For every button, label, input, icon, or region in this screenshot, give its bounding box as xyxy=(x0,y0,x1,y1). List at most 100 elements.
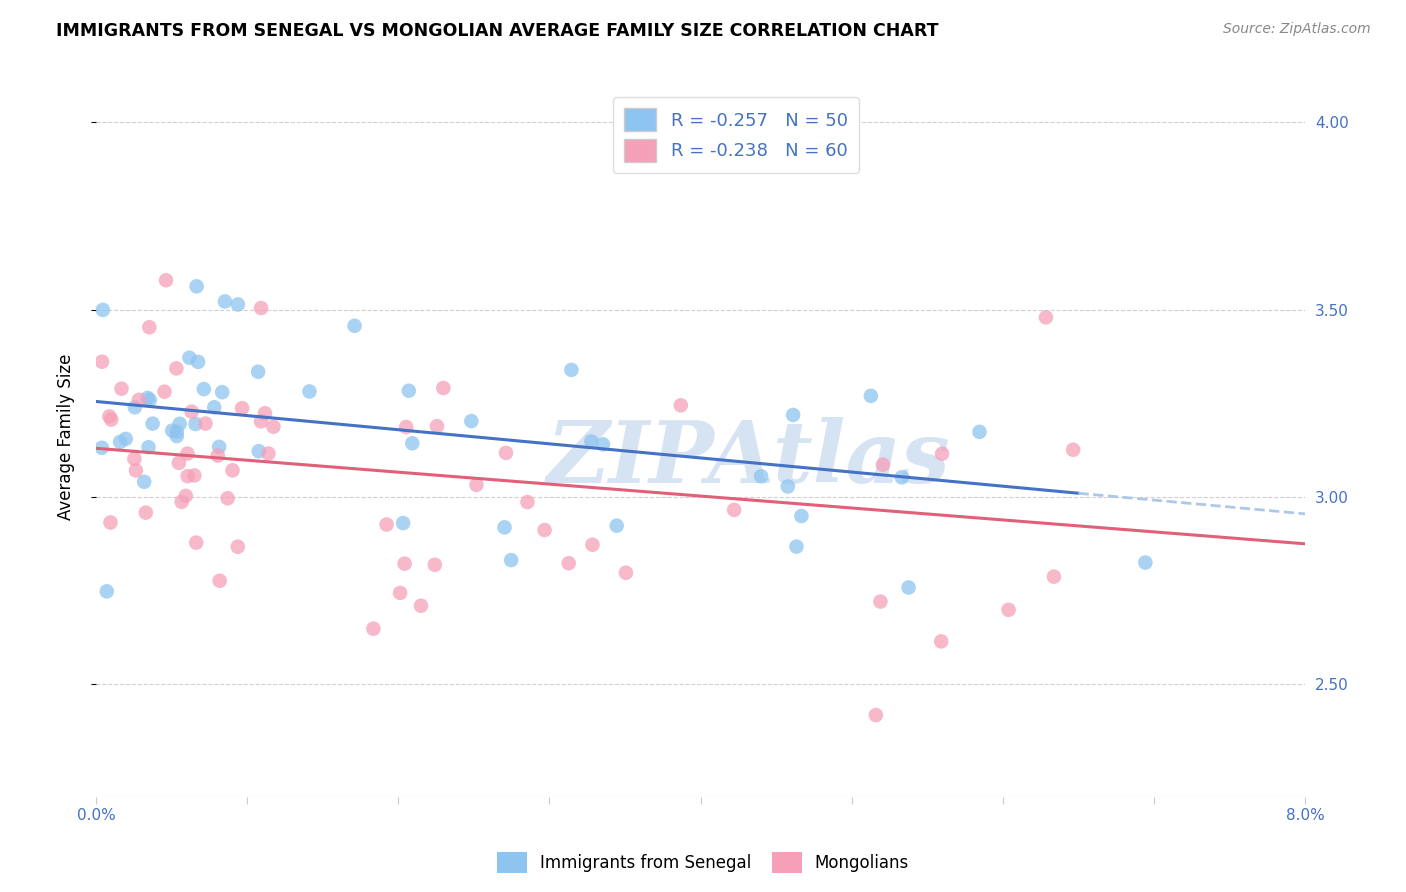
Point xyxy=(557,556,579,570)
Point xyxy=(790,508,813,523)
Point xyxy=(155,273,177,287)
Legend: Immigrants from Senegal, Mongolians: Immigrants from Senegal, Mongolians xyxy=(491,846,915,880)
Point xyxy=(167,456,190,470)
Point xyxy=(785,540,807,554)
Point xyxy=(257,446,280,460)
Point xyxy=(180,404,202,418)
Text: ZIPAtlas: ZIPAtlas xyxy=(547,417,950,500)
Point xyxy=(859,389,882,403)
Point xyxy=(138,320,160,334)
Point xyxy=(897,581,920,595)
Point xyxy=(516,495,538,509)
Point xyxy=(114,432,136,446)
Point xyxy=(592,437,614,451)
Point xyxy=(409,599,432,613)
Point xyxy=(865,708,887,723)
Point xyxy=(183,468,205,483)
Point xyxy=(139,392,162,407)
Point xyxy=(394,557,416,571)
Point xyxy=(997,603,1019,617)
Point xyxy=(869,594,891,608)
Point xyxy=(193,382,215,396)
Point xyxy=(153,384,176,399)
Point xyxy=(207,449,229,463)
Point xyxy=(375,517,398,532)
Point xyxy=(398,384,420,398)
Point xyxy=(782,408,804,422)
Point xyxy=(343,318,366,333)
Point xyxy=(581,434,603,449)
Point xyxy=(872,458,894,472)
Point xyxy=(389,586,412,600)
Point xyxy=(186,535,208,549)
Point xyxy=(929,634,952,648)
Point xyxy=(401,436,423,450)
Point xyxy=(495,446,517,460)
Point xyxy=(426,419,449,434)
Point xyxy=(247,365,270,379)
Point xyxy=(363,622,385,636)
Point xyxy=(494,520,516,534)
Point xyxy=(1043,569,1066,583)
Point xyxy=(128,392,150,407)
Point xyxy=(90,441,112,455)
Point xyxy=(136,391,159,405)
Point xyxy=(432,381,454,395)
Point xyxy=(231,401,253,416)
Point xyxy=(969,425,991,439)
Point xyxy=(392,516,415,530)
Point xyxy=(208,574,231,588)
Point xyxy=(890,470,912,484)
Point xyxy=(533,523,555,537)
Point xyxy=(166,425,188,439)
Point xyxy=(142,417,165,431)
Point xyxy=(606,518,628,533)
Point xyxy=(179,351,201,365)
Point xyxy=(217,491,239,506)
Point xyxy=(1135,556,1157,570)
Point xyxy=(669,398,692,412)
Point xyxy=(125,463,148,477)
Point xyxy=(581,538,603,552)
Point xyxy=(165,361,187,376)
Point xyxy=(202,401,225,415)
Point xyxy=(221,463,243,477)
Point xyxy=(723,503,745,517)
Point xyxy=(194,417,217,431)
Point xyxy=(226,297,249,311)
Point xyxy=(174,489,197,503)
Text: Source: ZipAtlas.com: Source: ZipAtlas.com xyxy=(1223,22,1371,37)
Point xyxy=(134,475,156,489)
Point xyxy=(465,478,488,492)
Point xyxy=(100,412,122,426)
Text: IMMIGRANTS FROM SENEGAL VS MONGOLIAN AVERAGE FAMILY SIZE CORRELATION CHART: IMMIGRANTS FROM SENEGAL VS MONGOLIAN AVE… xyxy=(56,22,939,40)
Point xyxy=(110,382,132,396)
Point xyxy=(226,540,249,554)
Point xyxy=(423,558,446,572)
Point xyxy=(253,406,276,420)
Point xyxy=(169,417,191,431)
Point xyxy=(262,419,284,434)
Point xyxy=(166,429,188,443)
Point xyxy=(184,417,207,431)
Point xyxy=(1035,310,1057,325)
Point xyxy=(176,446,198,460)
Point xyxy=(96,584,118,599)
Point xyxy=(187,355,209,369)
Point xyxy=(250,301,273,315)
Point xyxy=(135,506,157,520)
Point xyxy=(560,363,582,377)
Point xyxy=(298,384,321,399)
Point xyxy=(91,302,114,317)
Point xyxy=(211,385,233,400)
Point xyxy=(214,294,236,309)
Point xyxy=(749,469,772,483)
Point xyxy=(1062,442,1084,457)
Point xyxy=(124,401,146,415)
Point xyxy=(501,553,523,567)
Point xyxy=(247,444,270,458)
Point xyxy=(186,279,208,293)
Point xyxy=(98,409,121,424)
Point xyxy=(931,447,953,461)
Point xyxy=(100,516,122,530)
